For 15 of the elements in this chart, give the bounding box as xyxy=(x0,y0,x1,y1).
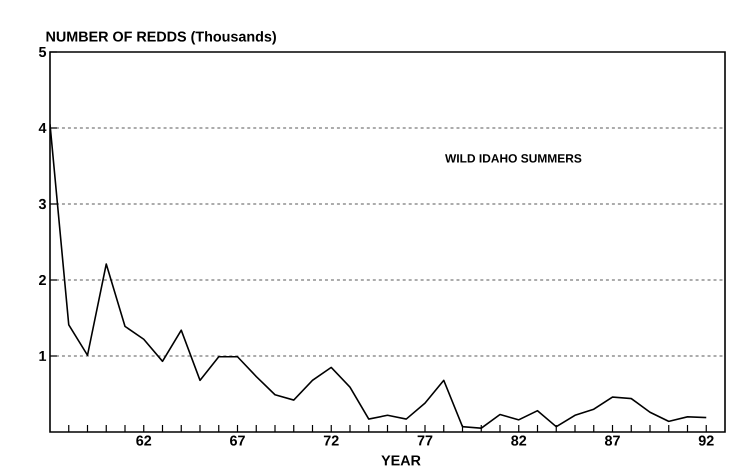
annotation: WILD IDAHO SUMMERS xyxy=(445,154,582,163)
y-tick-label: 1 xyxy=(39,351,46,361)
x-tick-label: 62 xyxy=(136,436,152,446)
x-tick-label: 67 xyxy=(230,436,245,446)
y-tick-label: 3 xyxy=(38,198,46,210)
x-tick-label: 72 xyxy=(324,436,339,446)
x-tick-label: 77 xyxy=(418,436,432,446)
y-tick-label: 5 xyxy=(38,46,46,57)
x-axis-title: YEAR xyxy=(381,455,421,466)
x-tick-label: 92 xyxy=(698,436,714,446)
x-tick-label: 82 xyxy=(511,436,526,446)
y-tick-label: 4 xyxy=(38,123,46,133)
y-axis-title: NUMBER OF REDDS (Thousands) xyxy=(46,31,276,44)
x-tick-label: 87 xyxy=(604,436,620,446)
y-tick-label: 2 xyxy=(39,274,46,286)
